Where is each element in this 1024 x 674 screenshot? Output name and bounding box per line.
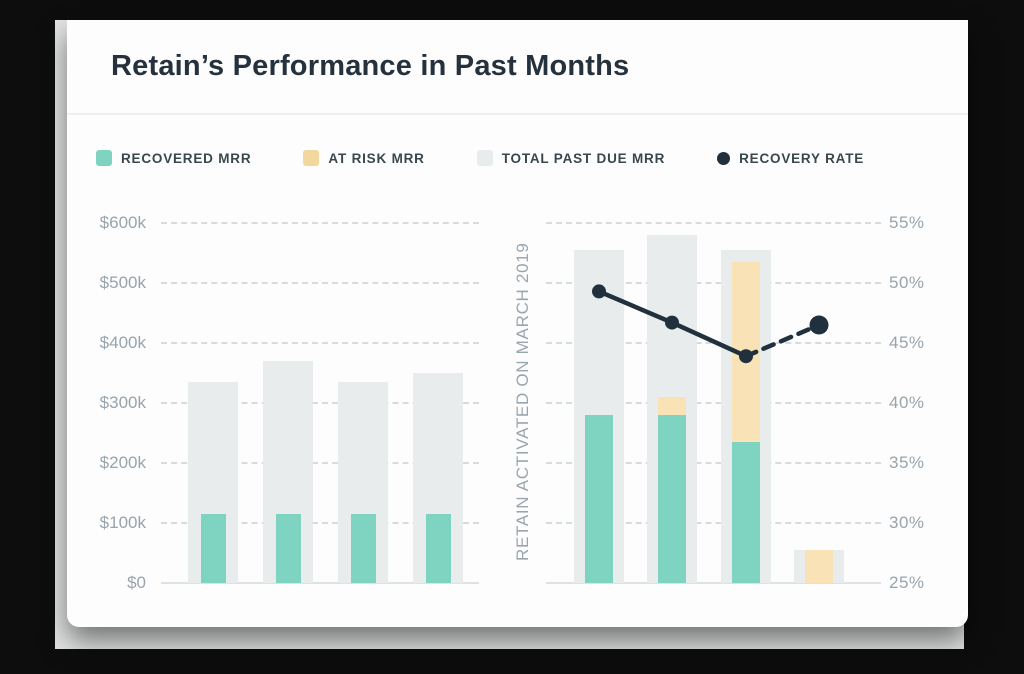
bar-at-risk (658, 397, 686, 415)
bar-recovered (732, 442, 760, 583)
gridline (546, 522, 881, 524)
gridline (546, 402, 881, 404)
legend-item-recovery-rate[interactable]: RECOVERY RATE (717, 151, 864, 166)
recovery-rate-segment (669, 320, 749, 359)
gridline (161, 402, 479, 404)
left-axis-tick: $300k (99, 393, 146, 412)
legend-label: RECOVERED MRR (121, 150, 252, 166)
series-swatch-icon (96, 150, 112, 166)
gridline (546, 282, 881, 284)
legend-label: AT RISK MRR (328, 150, 425, 166)
performance-card: Retain’s Performance in Past Months RECO… (67, 20, 968, 627)
recovery-rate-dot-icon (717, 151, 731, 165)
bar-recovered (200, 514, 226, 583)
recovery-rate-point (665, 315, 679, 330)
recovery-rate-segment-projected (743, 322, 822, 359)
plot-baseline (161, 582, 479, 584)
gridline (161, 282, 479, 284)
chart-plot: $600k 55% $500k 50% $400k 45% $300k 40% $200k 35%… (67, 116, 968, 628)
left-axis-tick: $500k (99, 273, 146, 292)
bar-recovered (425, 514, 451, 583)
left-axis-tick: $0 (127, 573, 146, 592)
gridline (161, 342, 479, 344)
series-swatch-icon (476, 150, 493, 166)
gridline (161, 462, 479, 464)
legend-label: RECOVERY RATE (739, 150, 865, 166)
right-axis-tick: 50% (889, 273, 925, 292)
gridline (546, 462, 881, 464)
right-axis-tick: 55% (889, 213, 925, 232)
bar-recovered (658, 415, 686, 583)
left-axis-tick: $600k (99, 213, 146, 232)
legend-item-recovered-mrr[interactable]: RECOVERED MRR (96, 150, 251, 166)
gridline (546, 222, 881, 224)
right-axis-tick: 35% (889, 453, 925, 472)
right-axis-tick: 30% (889, 513, 925, 532)
bar-at-risk (805, 550, 833, 583)
legend-label: TOTAL PAST DUE MRR (501, 150, 666, 166)
recovery-rate-segment (596, 289, 675, 325)
legend-item-total-past-due-mrr[interactable]: TOTAL PAST DUE MRR (476, 150, 666, 166)
bar-recovered (585, 415, 613, 583)
card-header: Retain’s Performance in Past Months (67, 20, 968, 115)
recovery-rate-point-projected (809, 315, 829, 335)
legend-item-at-risk-mrr[interactable]: AT RISK MRR (303, 150, 424, 166)
left-axis-tick: $200k (99, 453, 146, 472)
left-axis-tick: $400k (99, 333, 146, 352)
gridline (161, 222, 479, 224)
right-axis-tick: 45% (889, 333, 925, 352)
bar-recovered (350, 514, 376, 583)
recovery-rate-line (592, 284, 829, 364)
right-axis-tick: 40% (889, 393, 925, 412)
recovery-rate-point (739, 349, 753, 364)
plot-baseline (546, 582, 881, 584)
recovery-rate-point (592, 284, 606, 299)
legend: RECOVERED MRR AT RISK MRR TOTAL PAST DUE M… (96, 150, 864, 166)
bar-recovered (275, 514, 301, 583)
left-axis-tick: $100k (99, 513, 146, 532)
gridline (161, 522, 479, 524)
series-swatch-icon (303, 150, 320, 166)
chart-title: Retain’s Performance in Past Months (111, 50, 630, 82)
right-axis-tick: 25% (889, 573, 925, 592)
